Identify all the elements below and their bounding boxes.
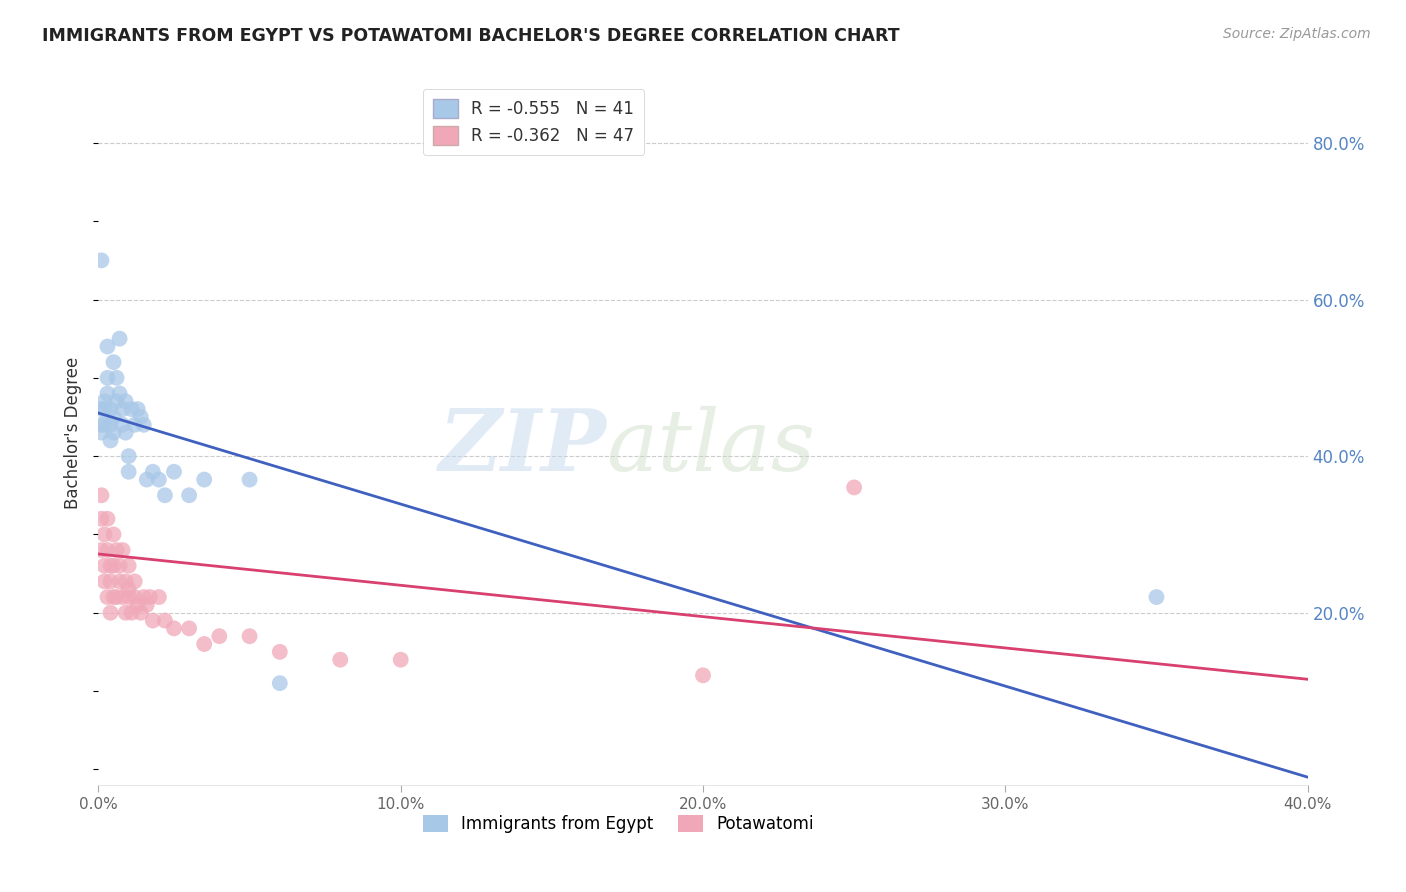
Text: Source: ZipAtlas.com: Source: ZipAtlas.com: [1223, 27, 1371, 41]
Point: [118, 449, 141, 463]
Point: [179, 488, 201, 502]
Point: [93, 574, 115, 589]
Point: [93, 402, 115, 417]
Point: [139, 590, 162, 604]
Point: [135, 473, 157, 487]
Point: [96, 371, 118, 385]
Text: atlas: atlas: [606, 405, 815, 488]
Point: [114, 574, 136, 589]
Point: [114, 394, 136, 409]
Point: [100, 606, 122, 620]
Point: [129, 409, 152, 424]
Legend: Immigrants from Egypt, Potawatomi: Immigrants from Egypt, Potawatomi: [416, 808, 821, 840]
Point: [96, 543, 118, 558]
Point: [93, 394, 115, 409]
Point: [105, 543, 128, 558]
Point: [96, 512, 118, 526]
Point: [118, 590, 141, 604]
Point: [148, 473, 170, 487]
Point: [127, 402, 149, 417]
Point: [208, 629, 231, 643]
Point: [193, 637, 215, 651]
Point: [90, 402, 112, 417]
Point: [103, 558, 125, 573]
Point: [844, 480, 866, 494]
Point: [90, 488, 112, 502]
Point: [135, 598, 157, 612]
Point: [105, 394, 128, 409]
Point: [100, 574, 122, 589]
Point: [103, 425, 125, 440]
Point: [142, 614, 165, 628]
Point: [100, 402, 122, 417]
Point: [239, 629, 262, 643]
Text: IMMIGRANTS FROM EGYPT VS POTAWATOMI BACHELOR'S DEGREE CORRELATION CHART: IMMIGRANTS FROM EGYPT VS POTAWATOMI BACH…: [42, 27, 900, 45]
Point: [118, 558, 141, 573]
Point: [96, 339, 118, 353]
Point: [132, 590, 155, 604]
Point: [121, 402, 143, 417]
Point: [148, 590, 170, 604]
Point: [111, 590, 134, 604]
Point: [90, 425, 112, 440]
Point: [100, 558, 122, 573]
Point: [90, 512, 112, 526]
Point: [153, 488, 176, 502]
Point: [103, 590, 125, 604]
Point: [163, 465, 186, 479]
Point: [132, 417, 155, 432]
Point: [93, 527, 115, 541]
Point: [93, 417, 115, 432]
Point: [118, 582, 141, 597]
Point: [108, 386, 131, 401]
Point: [269, 676, 291, 690]
Point: [329, 653, 352, 667]
Point: [114, 606, 136, 620]
Point: [692, 668, 714, 682]
Point: [103, 409, 125, 424]
Point: [193, 473, 215, 487]
Point: [96, 590, 118, 604]
Point: [90, 543, 112, 558]
Point: [1144, 590, 1167, 604]
Point: [108, 574, 131, 589]
Point: [96, 386, 118, 401]
Point: [108, 332, 131, 346]
Point: [163, 621, 186, 635]
Point: [105, 371, 128, 385]
Point: [121, 606, 143, 620]
Point: [129, 606, 152, 620]
Point: [90, 417, 112, 432]
Point: [100, 417, 122, 432]
Point: [111, 417, 134, 432]
Y-axis label: Bachelor's Degree: Bachelor's Degree: [65, 357, 83, 508]
Point: [269, 645, 291, 659]
Point: [124, 590, 146, 604]
Point: [103, 355, 125, 369]
Point: [105, 590, 128, 604]
Point: [127, 598, 149, 612]
Point: [103, 527, 125, 541]
Point: [124, 574, 146, 589]
Point: [118, 465, 141, 479]
Point: [114, 425, 136, 440]
Point: [153, 614, 176, 628]
Point: [142, 465, 165, 479]
Point: [90, 253, 112, 268]
Point: [124, 417, 146, 432]
Point: [108, 558, 131, 573]
Point: [111, 543, 134, 558]
Point: [93, 558, 115, 573]
Point: [389, 653, 412, 667]
Point: [239, 473, 262, 487]
Point: [100, 434, 122, 448]
Point: [111, 402, 134, 417]
Text: ZIP: ZIP: [439, 405, 606, 489]
Point: [179, 621, 201, 635]
